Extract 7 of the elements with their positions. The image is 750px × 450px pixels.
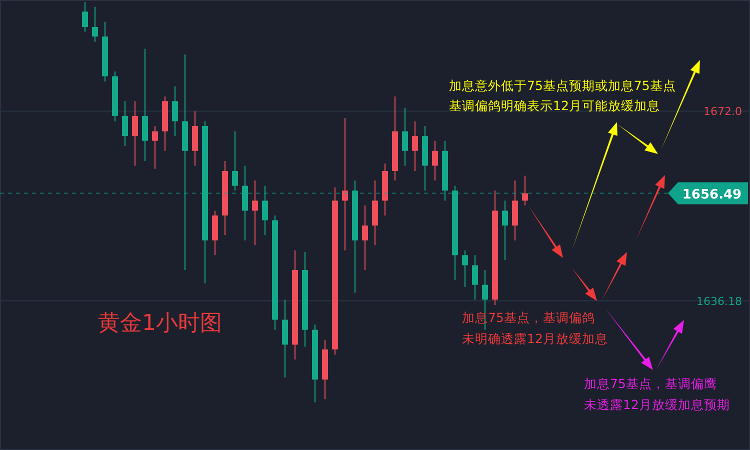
annotation: 加息75基点，基调偏鹰 (584, 376, 717, 391)
annotation: 基调偏鸽明确表示12月可能放缓加息 (449, 98, 660, 113)
annotation: 未透露12月放缓加息预期 (584, 397, 730, 412)
ref-line-label: 1656.49 (682, 187, 742, 202)
annotation: 加息意外低于75基点预期或加息75基点 (449, 78, 676, 93)
annotation: 未明确透露12月放缓加息 (462, 331, 608, 346)
title: 黄金1小时图 (98, 311, 222, 336)
